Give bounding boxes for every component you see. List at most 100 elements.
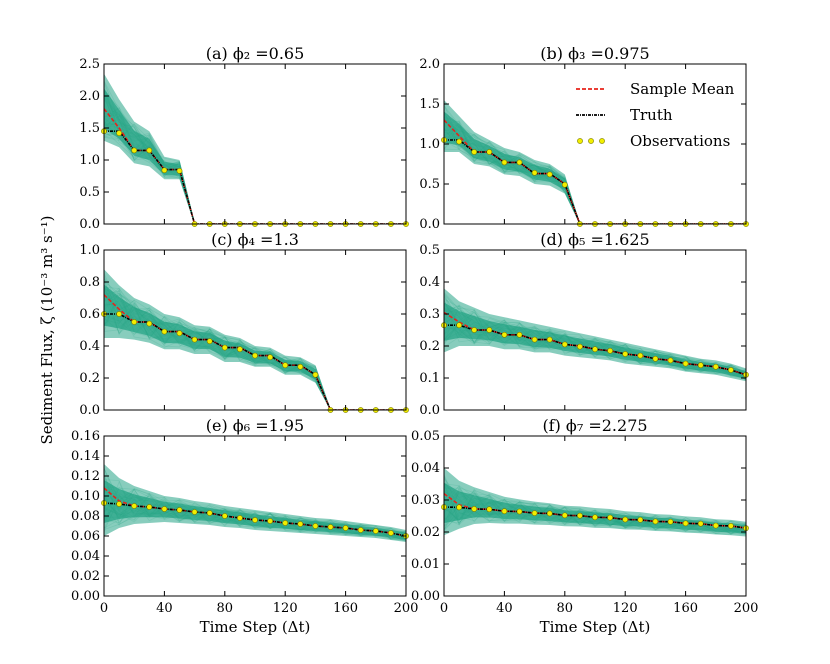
ensemble-trace xyxy=(444,120,746,224)
ensemble-trace xyxy=(444,295,746,381)
y-tick-label: 0.0 xyxy=(79,403,100,418)
ensemble-trace xyxy=(444,489,746,530)
panel-title: (f) ϕ₇ =2.275 xyxy=(542,416,647,435)
ensemble-trace xyxy=(104,122,406,224)
observation-point xyxy=(667,357,674,364)
ensemble-trace xyxy=(104,114,406,224)
ensemble-trace xyxy=(104,123,406,224)
observation-point xyxy=(372,528,379,534)
y-tick-label: 0.00 xyxy=(71,589,100,604)
observation-point xyxy=(712,522,719,529)
panel-f: 0.00 0.01 0.02 0.03 0.04 0.05 0 40 80 120 160 200 (f… xyxy=(411,416,758,636)
ensemble-trace xyxy=(104,130,406,224)
ensemble-trace xyxy=(444,112,746,224)
observation-point xyxy=(546,510,553,517)
y-tick-label: 1.0 xyxy=(79,243,100,258)
y-tick-label: 0.16 xyxy=(71,429,100,444)
observation-point xyxy=(206,338,213,345)
ensemble-trace xyxy=(104,496,406,540)
ensemble-trace xyxy=(444,135,746,224)
ensemble-trace xyxy=(104,131,406,224)
observation-point xyxy=(131,503,138,509)
ensemble-trace xyxy=(444,304,746,375)
ensemble-trace xyxy=(444,134,746,224)
observation-point xyxy=(131,319,138,325)
x-tick-label: 160 xyxy=(333,601,358,616)
x-tick-label: 120 xyxy=(273,601,298,616)
observation-point xyxy=(607,514,613,521)
ensemble-trace xyxy=(104,124,406,224)
ensemble-trace xyxy=(104,491,406,538)
observation-point xyxy=(252,517,258,523)
observation-point xyxy=(146,504,153,510)
legend-label: Sample Mean xyxy=(630,80,735,98)
observation-point xyxy=(577,512,583,519)
ensemble-trace xyxy=(444,481,746,531)
ensemble-trace xyxy=(104,278,406,410)
observation-point xyxy=(252,352,258,359)
y-tick-label: 0.5 xyxy=(419,177,440,192)
ensemble-trace xyxy=(104,109,406,224)
y-tick-label: 0.2 xyxy=(419,339,440,354)
ensemble-trace xyxy=(104,294,406,410)
ensemble-trace xyxy=(444,483,746,535)
observation-point xyxy=(652,518,659,525)
ensemble-trace xyxy=(444,131,746,224)
ensemble-trace xyxy=(444,128,746,224)
ensemble-trace xyxy=(444,111,746,224)
y-tick-label: 0.4 xyxy=(419,275,440,290)
ensemble-trace xyxy=(104,92,406,224)
observation-point xyxy=(516,159,523,166)
observation-point xyxy=(592,346,598,353)
ensemble-band xyxy=(444,100,746,224)
observation-point xyxy=(267,354,273,361)
ensemble-trace xyxy=(444,501,746,532)
observation-point xyxy=(712,363,719,370)
observation-point xyxy=(297,363,304,370)
ensemble-trace xyxy=(444,475,746,534)
x-tick-label: 0 xyxy=(100,601,108,616)
observation-point xyxy=(637,352,644,359)
ensemble-trace xyxy=(104,467,406,540)
observation-point xyxy=(267,518,273,524)
ensemble-trace xyxy=(444,116,746,224)
ensemble-trace xyxy=(444,502,746,535)
ensemble-trace xyxy=(444,490,746,529)
ensemble-trace xyxy=(104,485,406,537)
observation-point xyxy=(471,327,478,333)
observation-point xyxy=(728,367,734,373)
observation-point xyxy=(637,516,644,523)
observation-point xyxy=(161,506,168,512)
observation-point xyxy=(176,507,183,513)
ensemble-trace xyxy=(104,117,406,224)
ensemble-trace xyxy=(104,80,406,224)
observations xyxy=(441,322,749,378)
y-tick-label: 0.05 xyxy=(411,429,440,444)
panel-title: (a) ϕ₂ =0.65 xyxy=(206,44,305,63)
y-tick-label: 0.04 xyxy=(411,461,440,476)
ensemble-trace xyxy=(444,501,746,533)
observations xyxy=(101,500,409,539)
ensemble-trace xyxy=(104,290,406,410)
observation-point xyxy=(342,525,349,531)
y-tick-label: 0.10 xyxy=(71,489,100,504)
ensemble-trace xyxy=(104,278,406,410)
ensemble-trace xyxy=(104,276,406,410)
observation-point xyxy=(456,322,462,329)
ensemble-trace xyxy=(104,115,406,224)
observation-point xyxy=(516,508,523,515)
observation-point xyxy=(456,138,462,145)
ensemble-trace xyxy=(444,113,746,224)
y-tick-label: 0.5 xyxy=(419,243,440,258)
observation-point xyxy=(161,328,168,335)
observation-point xyxy=(607,347,613,354)
y-tick-label: 2.0 xyxy=(419,57,440,72)
observation-point xyxy=(456,504,462,511)
ensemble-trace xyxy=(444,110,746,224)
ensemble-trace xyxy=(104,95,406,224)
ensemble-trace xyxy=(104,118,406,224)
ensemble-trace xyxy=(104,308,406,410)
ensemble-trace xyxy=(444,474,746,535)
y-tick-label: 0.01 xyxy=(411,557,440,572)
observation-point xyxy=(191,509,198,515)
